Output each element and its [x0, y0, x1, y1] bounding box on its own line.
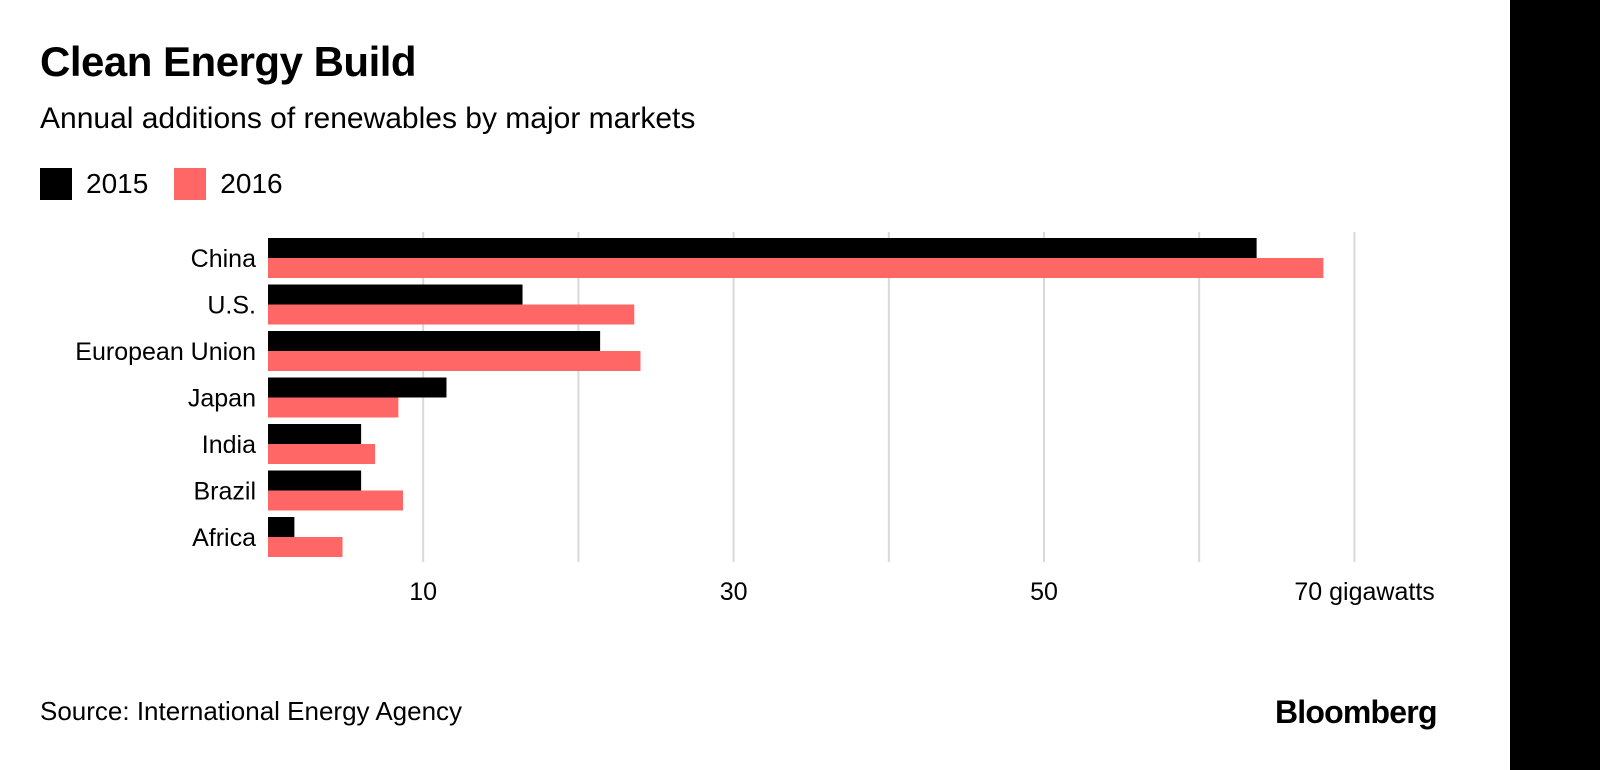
chart-title: Clean Energy Build	[40, 38, 417, 85]
x-tick-label-10: 10	[409, 578, 437, 606]
right-edge-band	[1510, 0, 1600, 770]
bar-2016-u-s-	[268, 304, 635, 325]
bar-2016-china	[268, 258, 1324, 278]
category-label-u-s-: U.S.	[207, 292, 256, 320]
category-label-india: India	[202, 431, 256, 459]
category-label-africa: Africa	[192, 524, 256, 552]
bar-2015-european-union	[268, 331, 601, 351]
bar-2016-european-union	[268, 351, 641, 371]
bar-2016-africa	[268, 537, 343, 557]
bloomberg-logo: Bloomberg	[1275, 694, 1438, 730]
legend-item-2016: 2016	[174, 168, 283, 200]
x-tick-label-70: 70 gigawatts	[1294, 578, 1434, 606]
legend-swatch-2015	[40, 168, 72, 200]
bar-2015-brazil	[268, 470, 362, 491]
category-label-european-union: European Union	[75, 338, 256, 366]
bar-2016-brazil	[268, 490, 404, 511]
bar-2015-china	[268, 238, 1257, 258]
legend-label-2016: 2016	[220, 168, 283, 199]
bar-2015-japan	[268, 377, 447, 398]
category-label-brazil: Brazil	[193, 478, 256, 506]
bar-2015-india	[268, 424, 362, 444]
category-label-japan: Japan	[188, 385, 256, 413]
x-tick-label-50: 50	[1030, 578, 1058, 606]
chart-subtitle: Annual additions of renewables by major …	[40, 102, 696, 135]
category-label-china: China	[191, 245, 256, 273]
bar-2015-u-s-	[268, 284, 523, 305]
x-tick-label-30: 30	[720, 578, 748, 606]
legend-swatch-2016	[174, 168, 207, 200]
legend-item-2015: 2015	[40, 168, 148, 200]
legend: 2015 2016	[40, 168, 309, 200]
bar-2016-india	[268, 444, 376, 464]
legend-label-2015: 2015	[86, 168, 149, 199]
source-note: Source: International Energy Agency	[40, 696, 463, 726]
bar-2016-japan	[268, 397, 399, 418]
bar-2015-africa	[268, 517, 295, 537]
